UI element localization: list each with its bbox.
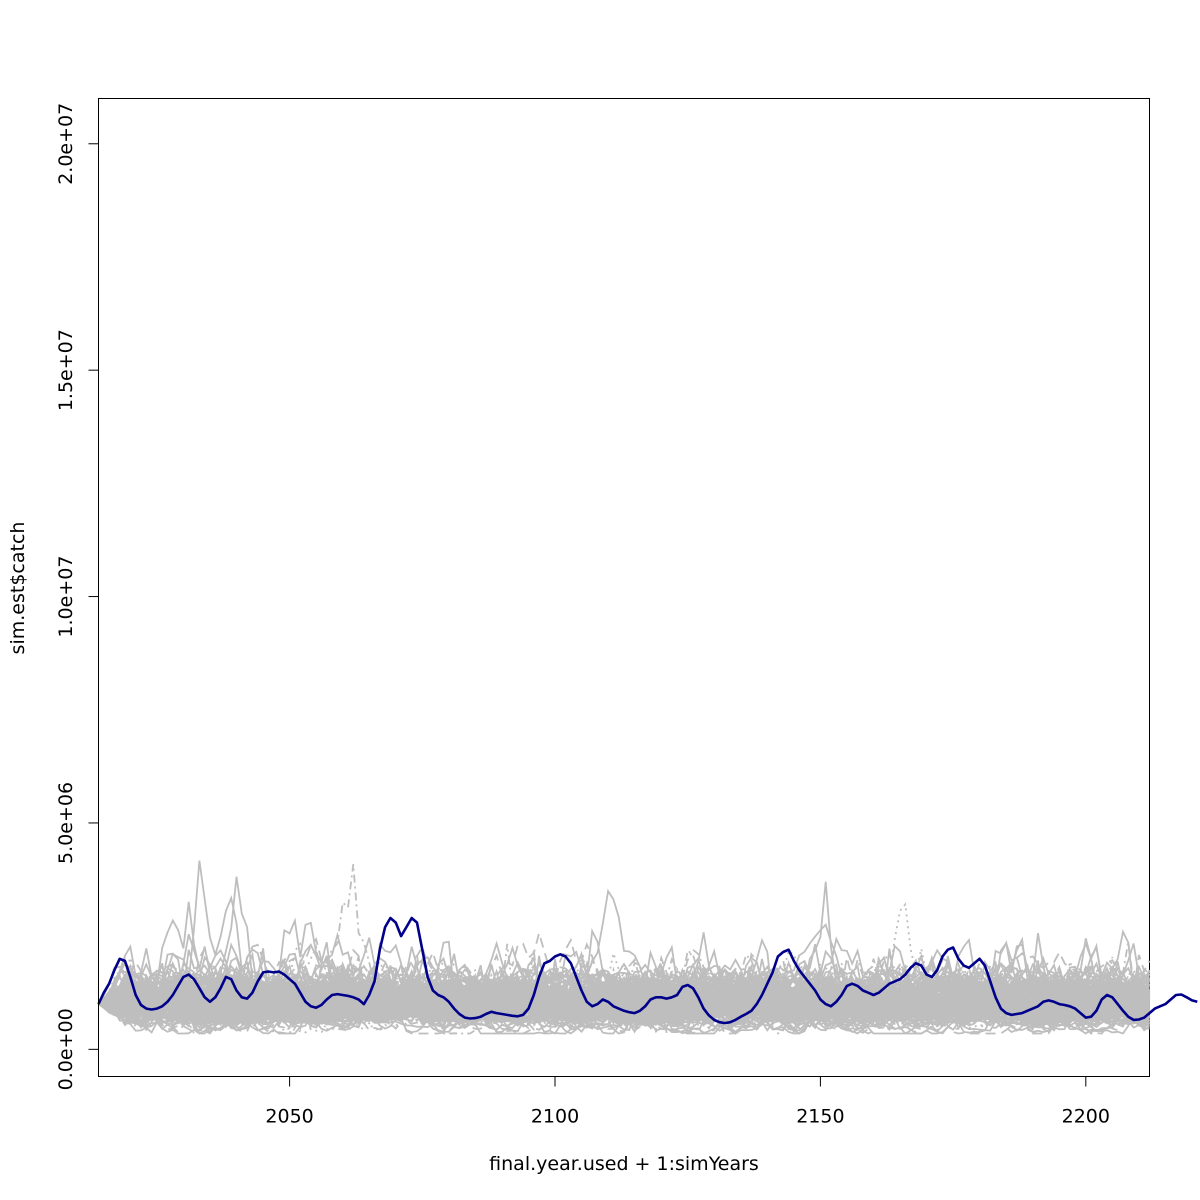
y-tick-label: 1.5e+07 [55, 329, 77, 411]
x-axis-title: final.year.used + 1:simYears [489, 1153, 759, 1175]
y-axis-title: sim.est$catch [7, 522, 29, 655]
background-series-line [98, 902, 1150, 1036]
background-series-line [98, 952, 1151, 1031]
background-series-line [98, 1000, 1150, 1028]
background-series-line [98, 999, 1150, 1026]
background-series-line [98, 963, 1151, 1025]
y-tick-label: 1.0e+07 [55, 556, 77, 638]
y-tick-label: 5.0e+06 [55, 782, 77, 864]
background-series-line [97, 989, 1151, 1035]
x-tick-label: 2200 [1062, 1106, 1110, 1128]
x-tick-label: 2100 [531, 1106, 579, 1128]
highlight-series-group [97, 916, 1198, 1025]
background-series-line [98, 963, 1151, 1010]
background-series-group [97, 860, 1151, 1036]
y-axis: 0.0e+00 5.0e+06 1.0e+07 1.5e+07 2.0e+07 [55, 103, 99, 1090]
background-series-line [98, 988, 1150, 1021]
background-series-line [98, 987, 1151, 1020]
background-series-line [98, 949, 1150, 1033]
x-tick-label: 2150 [796, 1106, 844, 1128]
background-series-line [98, 982, 1151, 1020]
y-tick-label: 2.0e+07 [55, 103, 77, 185]
background-series-line [98, 957, 1150, 1024]
background-series-line [98, 961, 1151, 1014]
y-tick-label: 0.0e+00 [55, 1008, 77, 1090]
x-tick-label: 2050 [265, 1106, 313, 1128]
background-series-line [98, 934, 1151, 1025]
highlight-series-line [97, 916, 1198, 1025]
plot-frame [98, 98, 1150, 1077]
x-axis: 2050 2100 2150 2200 [265, 1076, 1110, 1128]
background-series-line [98, 973, 1150, 1034]
